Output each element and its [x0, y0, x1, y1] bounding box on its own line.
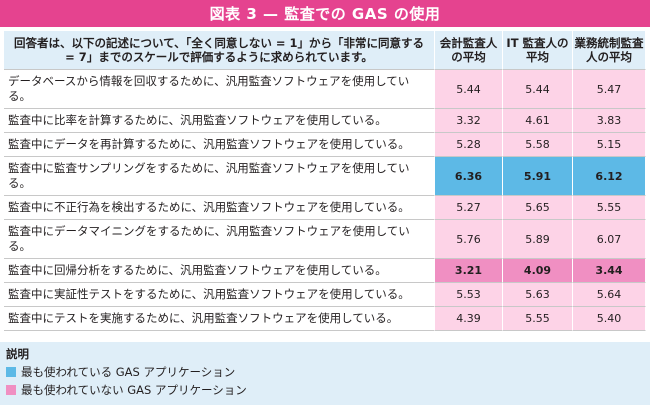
row-value-operational: 3.44 [573, 259, 646, 283]
row-value-operational: 5.55 [573, 196, 646, 220]
row-value-it: 5.89 [503, 220, 573, 259]
row-value-operational: 3.83 [573, 109, 646, 133]
header-it-auditor: IT 監査人の平均 [503, 31, 573, 70]
row-value-it: 5.91 [503, 157, 573, 196]
row-statement: 監査中に監査サンプリングをするために、汎用監査ソフトウェアを使用している。 [4, 157, 435, 196]
legend-swatch-most-used [6, 367, 16, 377]
header-financial-auditor: 会計監査人の平均 [435, 31, 503, 70]
row-value-financial: 6.36 [435, 157, 503, 196]
table-row: データベースから情報を回収するために、汎用監査ソフトウェアを使用している。 5.… [4, 70, 646, 109]
table-row: 監査中に比率を計算するために、汎用監査ソフトウェアを使用している。 3.32 4… [4, 109, 646, 133]
row-statement: 監査中にテストを実施するために、汎用監査ソフトウェアを使用している。 [4, 307, 435, 331]
legend-label-least-used: 最も使われていない GAS アプリケーション [21, 383, 247, 397]
legend-item-most-used: 最も使われている GAS アプリケーション [6, 364, 235, 380]
gas-usage-table: 回答者は、以下の記述について、「全く同意しない = 1」から「非常に同意する =… [4, 31, 646, 331]
table-row: 監査中に回帰分析をするために、汎用監査ソフトウェアを使用している。 3.21 4… [4, 259, 646, 283]
row-value-it: 5.44 [503, 70, 573, 109]
row-value-it: 5.55 [503, 307, 573, 331]
row-value-it: 4.61 [503, 109, 573, 133]
legend: 説明 最も使われている GAS アプリケーション 最も使われていない GAS ア… [0, 342, 650, 405]
row-statement: データベースから情報を回収するために、汎用監査ソフトウェアを使用している。 [4, 70, 435, 109]
row-value-financial: 4.39 [435, 307, 503, 331]
row-statement: 監査中にデータマイニングをするために、汎用監査ソフトウェアを使用している。 [4, 220, 435, 259]
table-row: 監査中に不正行為を検出するために、汎用監査ソフトウェアを使用している。 5.27… [4, 196, 646, 220]
row-value-operational: 6.12 [573, 157, 646, 196]
table-row: 監査中に監査サンプリングをするために、汎用監査ソフトウェアを使用している。 6.… [4, 157, 646, 196]
row-statement: 監査中にデータを再計算するために、汎用監査ソフトウェアを使用している。 [4, 133, 435, 157]
row-value-financial: 5.44 [435, 70, 503, 109]
header-question: 回答者は、以下の記述について、「全く同意しない = 1」から「非常に同意する =… [4, 31, 435, 70]
row-value-operational: 5.64 [573, 283, 646, 307]
table-row: 監査中にテストを実施するために、汎用監査ソフトウェアを使用している。 4.39 … [4, 307, 646, 331]
figure-title: 図表 3 — 監査での GAS の使用 [0, 0, 650, 27]
table-header-row: 回答者は、以下の記述について、「全く同意しない = 1」から「非常に同意する =… [4, 31, 646, 70]
row-value-financial: 5.28 [435, 133, 503, 157]
header-operational-auditor: 業務統制監査人の平均 [573, 31, 646, 70]
row-statement: 監査中に不正行為を検出するために、汎用監査ソフトウェアを使用している。 [4, 196, 435, 220]
row-value-operational: 5.40 [573, 307, 646, 331]
row-value-financial: 3.32 [435, 109, 503, 133]
row-value-operational: 5.15 [573, 133, 646, 157]
row-statement: 監査中に比率を計算するために、汎用監査ソフトウェアを使用している。 [4, 109, 435, 133]
row-value-financial: 3.21 [435, 259, 503, 283]
row-statement: 監査中に実証性テストをするために、汎用監査ソフトウェアを使用している。 [4, 283, 435, 307]
row-value-it: 5.63 [503, 283, 573, 307]
legend-title: 説明 [6, 347, 29, 361]
row-value-it: 4.09 [503, 259, 573, 283]
legend-label-most-used: 最も使われている GAS アプリケーション [21, 365, 236, 379]
table-row: 監査中にデータマイニングをするために、汎用監査ソフトウェアを使用している。 5.… [4, 220, 646, 259]
row-value-it: 5.58 [503, 133, 573, 157]
legend-item-least-used: 最も使われていない GAS アプリケーション [6, 382, 247, 398]
row-value-it: 5.65 [503, 196, 573, 220]
row-value-operational: 6.07 [573, 220, 646, 259]
row-value-financial: 5.76 [435, 220, 503, 259]
row-value-operational: 5.47 [573, 70, 646, 109]
row-value-financial: 5.27 [435, 196, 503, 220]
table-row: 監査中に実証性テストをするために、汎用監査ソフトウェアを使用している。 5.53… [4, 283, 646, 307]
legend-swatch-least-used [6, 385, 16, 395]
table-row: 監査中にデータを再計算するために、汎用監査ソフトウェアを使用している。 5.28… [4, 133, 646, 157]
row-statement: 監査中に回帰分析をするために、汎用監査ソフトウェアを使用している。 [4, 259, 435, 283]
row-value-financial: 5.53 [435, 283, 503, 307]
